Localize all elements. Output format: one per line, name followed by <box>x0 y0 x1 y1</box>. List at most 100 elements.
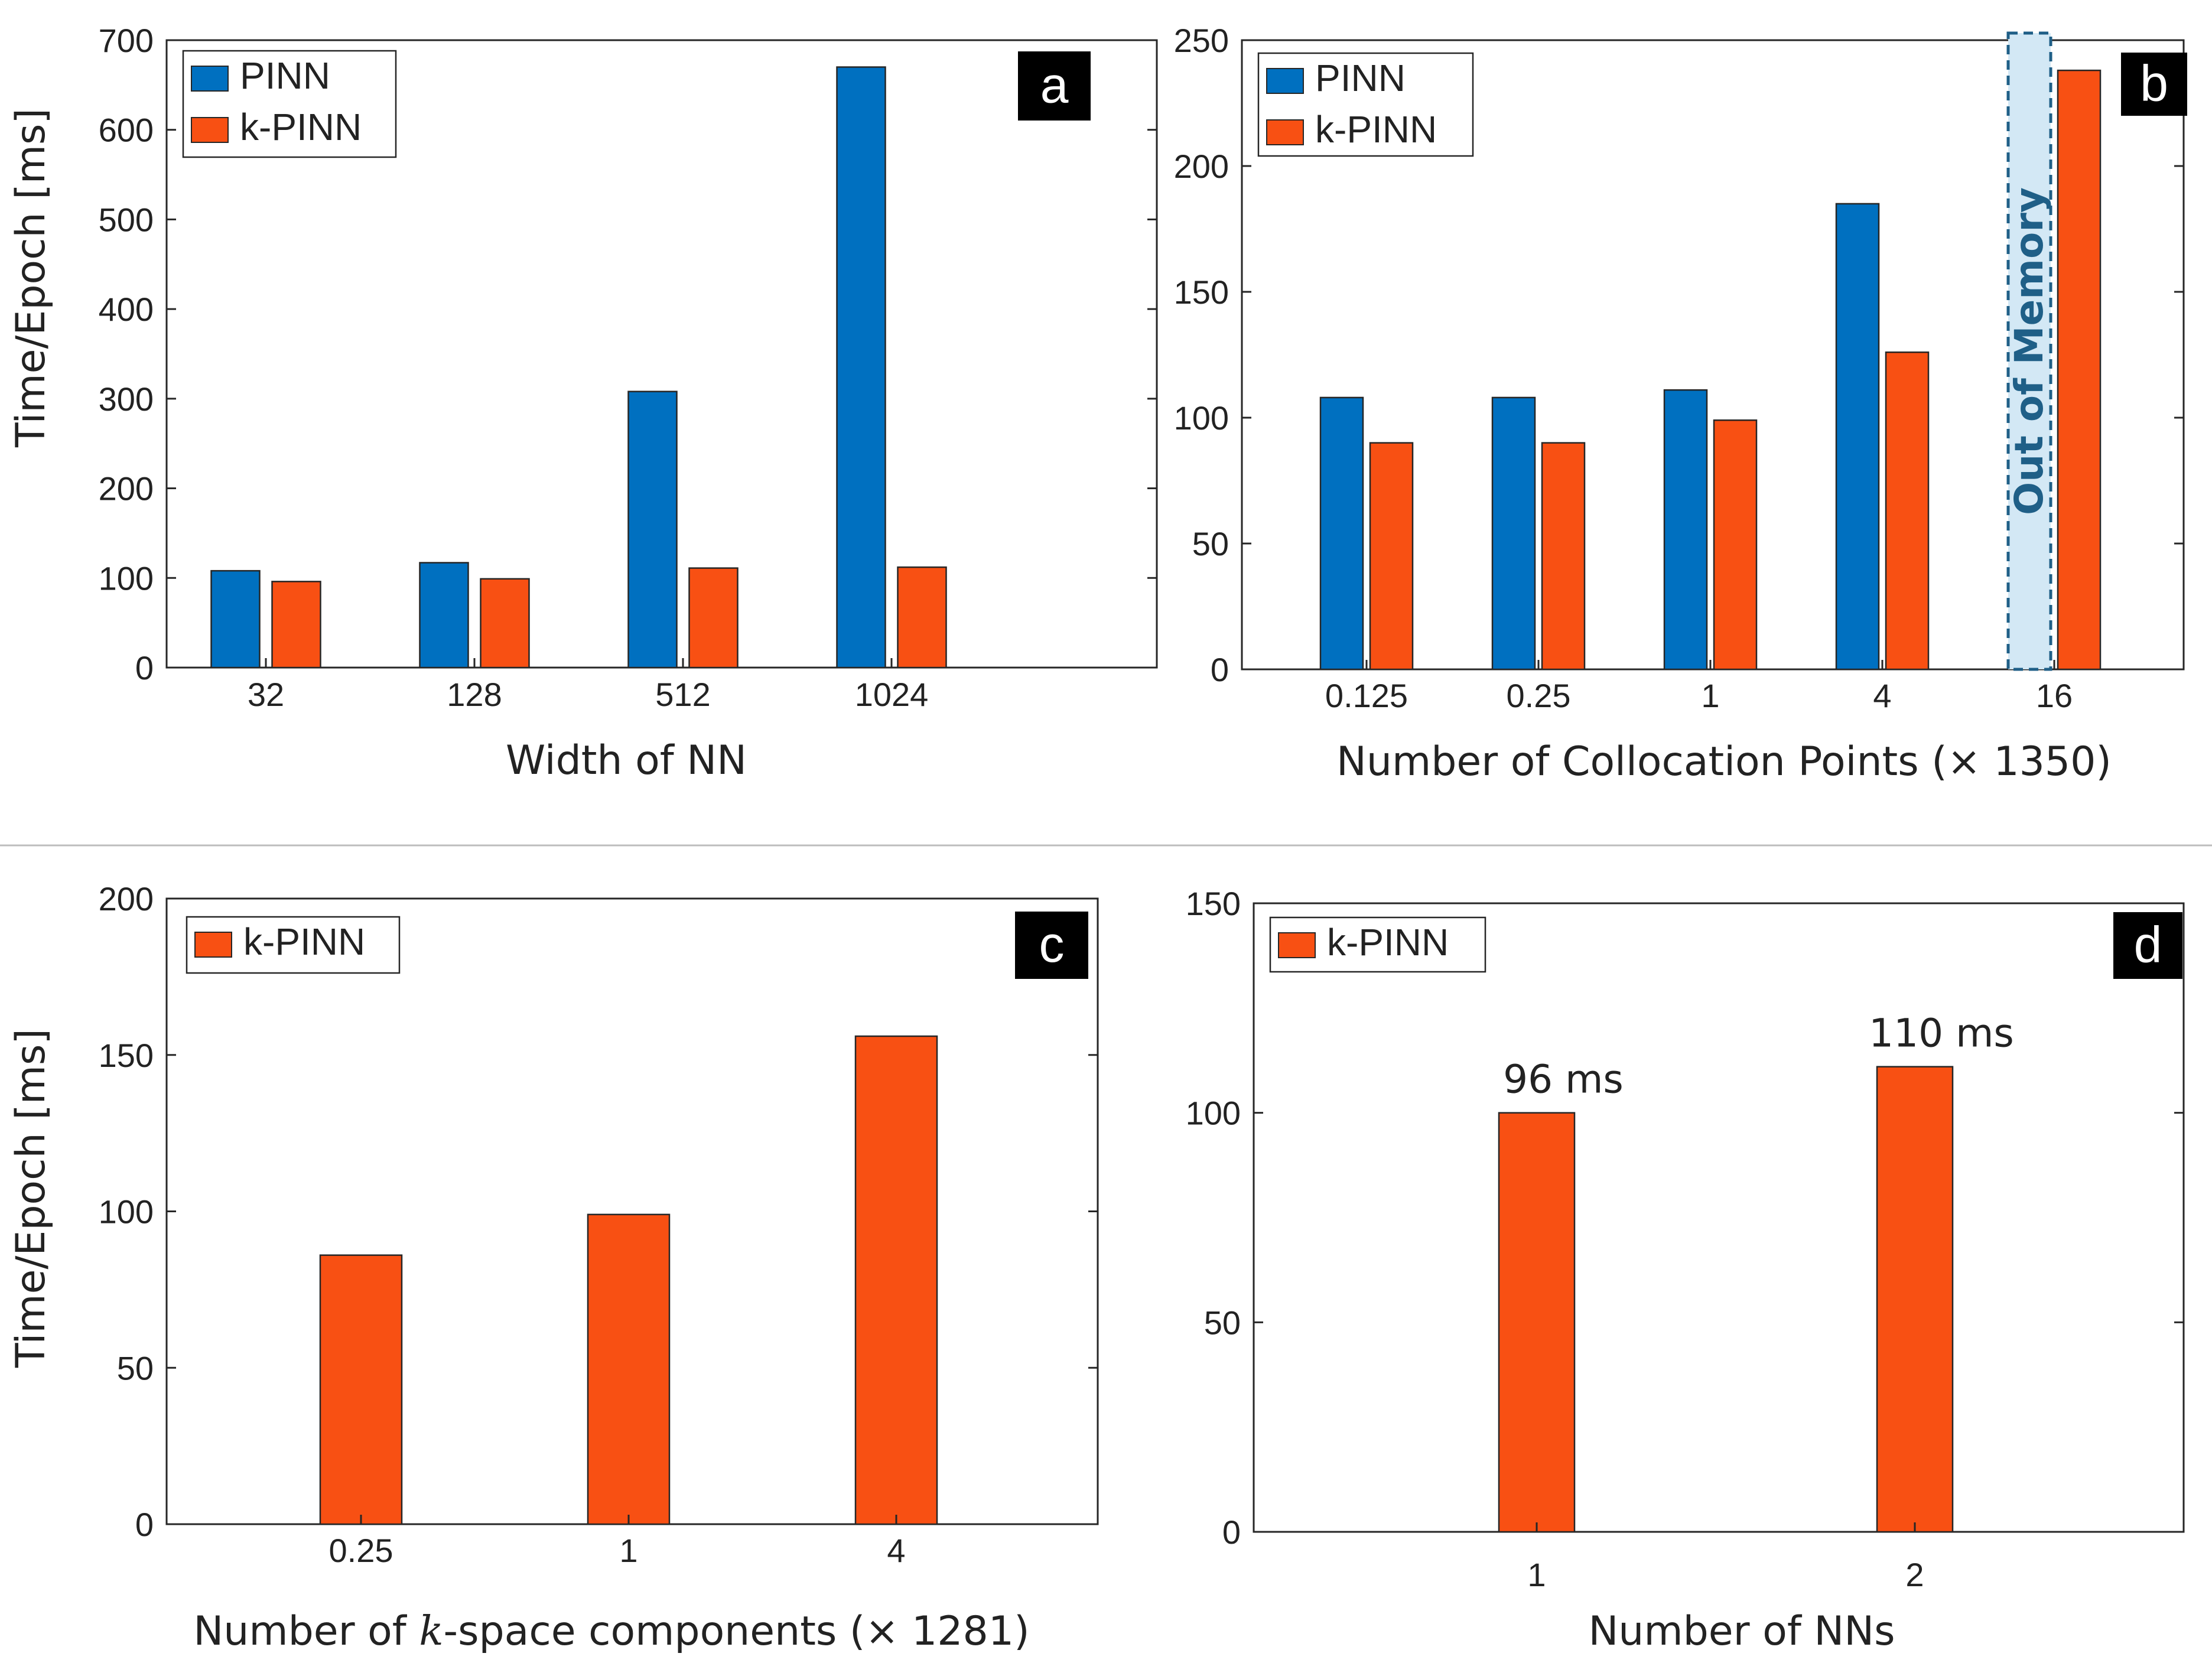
panel-badge-c <box>1015 912 1088 979</box>
data-label: 96 ms <box>1503 1057 1624 1102</box>
bar-pinn-32 <box>210 569 261 669</box>
x-axis-label: Number of k-space components (× 1281) <box>193 1608 1029 1655</box>
out-of-memory-label: Out of Memory <box>2006 187 2052 515</box>
bar-pinn-128 <box>419 562 469 669</box>
x-tick-label: 0.25 <box>1507 677 1571 714</box>
y-tick-label: 200 <box>99 880 154 917</box>
x-axis-label-part: k <box>419 1608 443 1655</box>
y-tick-label: 500 <box>99 201 154 238</box>
y-tick-label: 700 <box>99 22 154 59</box>
y-tick-label: 0 <box>1211 651 1229 688</box>
x-tick-label: 0.125 <box>1325 677 1408 714</box>
y-tick-label: 200 <box>99 470 154 507</box>
legend-swatch-k-pinn <box>1266 119 1304 145</box>
legend: PINN k-PINN <box>182 50 397 158</box>
x-tick-label: 128 <box>447 676 502 713</box>
x-tick-label: 2 <box>1905 1556 1924 1593</box>
legend: k-PINN <box>186 916 401 974</box>
bar-k-pinn-0.125 <box>1369 442 1414 671</box>
bar-k-pinn-4 <box>1885 351 1930 671</box>
panel-badge-label: c <box>1039 916 1065 973</box>
x-tick-label: 0.25 <box>329 1532 393 1569</box>
y-tick-label: 400 <box>99 291 154 328</box>
bar-k-pinn-32 <box>271 581 321 669</box>
x-axis-label: Number of NNs <box>1588 1608 1895 1655</box>
bar-k-pinn-16 <box>2057 69 2102 671</box>
bar-pinn-1 <box>1663 389 1708 671</box>
x-tick-label: 512 <box>655 676 710 713</box>
y-tick-label: 100 <box>99 559 154 597</box>
bar-k-pinn-1024 <box>897 566 947 669</box>
x-tick-label: 4 <box>887 1532 905 1569</box>
legend-label: k-PINN <box>243 920 365 963</box>
panel-badge-b <box>2121 53 2187 116</box>
legend-label: k-PINN <box>1327 921 1449 964</box>
y-axis-label: Time/Epoch [ms] <box>8 1029 54 1368</box>
chart-panel-b: 0 50 100 150 200 250 0.125 0.25 1 4 16 Out of Memor… <box>1174 22 2187 785</box>
x-tick-label: 1 <box>619 1532 637 1569</box>
y-tick-label: 200 <box>1174 148 1229 185</box>
x-tick-label: 16 <box>2036 677 2073 714</box>
y-tick-label: 300 <box>99 380 154 418</box>
chart-panel-c: 0 50 100 150 200 0.25 1 4 k-PINN c Time/Epoch [ms]… <box>8 880 1099 1655</box>
plot-area-d <box>1253 902 2185 1533</box>
y-tick-label: 0 <box>135 649 154 686</box>
panel-badge-label: a <box>1040 57 1069 114</box>
legend: k-PINN <box>1269 916 1486 973</box>
legend-label: PINN <box>1315 57 1406 99</box>
bar-pinn-4 <box>1835 203 1880 671</box>
legend-swatch-pinn <box>1266 68 1304 94</box>
panel-badge-label: d <box>2134 917 2162 974</box>
bar-k-pinn-1 <box>1713 419 1758 671</box>
y-axis-label: Time/Epoch [ms] <box>8 108 54 448</box>
bar-pinn-0.25 <box>1491 396 1536 671</box>
chart-panel-d: 0 50 100 150 1 2 96 ms 110 ms k-PINN d Number of N… <box>1186 885 2185 1655</box>
y-tick-label: 50 <box>1204 1304 1241 1341</box>
y-tick-label: 150 <box>99 1037 154 1074</box>
panel-badge-d <box>2113 912 2182 979</box>
legend-label: k-PINN <box>1315 108 1437 151</box>
y-tick-label: 150 <box>1186 885 1241 922</box>
panel-badge-a <box>1018 51 1091 121</box>
bar-pinn-0.125 <box>1319 396 1364 671</box>
x-tick-label: 1 <box>1701 677 1719 714</box>
legend-swatch-pinn <box>191 66 229 92</box>
y-tick-label: 100 <box>1186 1095 1241 1132</box>
y-tick-label: 0 <box>1222 1514 1241 1551</box>
chart-panel-a: 0 100 200 300 400 500 600 700 32 128 512 1024 PINN k-… <box>8 22 1158 784</box>
x-axis-label-part: Number of <box>193 1608 419 1655</box>
legend: PINN k-PINN <box>1257 52 1474 157</box>
legend-label: k-PINN <box>240 106 362 148</box>
bar-k-pinn-1 <box>1498 1112 1576 1533</box>
y-tick-label: 250 <box>1174 22 1229 59</box>
bar-k-pinn-0.25 <box>1541 442 1586 671</box>
legend-swatch-k-pinn <box>1278 932 1316 958</box>
bar-k-pinn-128 <box>480 578 530 669</box>
data-label: 110 ms <box>1869 1011 2014 1056</box>
y-tick-label: 0 <box>135 1506 154 1543</box>
bar-pinn-1024 <box>836 66 886 669</box>
bar-k-pinn-2 <box>1876 1066 1954 1533</box>
bar-k-pinn-0.25 <box>319 1254 403 1525</box>
x-tick-label: 1 <box>1527 1556 1546 1593</box>
legend-swatch-k-pinn <box>194 932 232 958</box>
y-tick-label: 50 <box>1192 525 1229 562</box>
y-tick-label: 50 <box>117 1349 154 1387</box>
bar-pinn-512 <box>627 390 678 669</box>
x-tick-label: 4 <box>1873 677 1891 714</box>
x-tick-label: 32 <box>248 676 284 713</box>
x-axis-label-part: -space components (× 1281) <box>444 1608 1030 1655</box>
out-of-memory-box <box>2006 31 2052 671</box>
legend-label: PINN <box>240 54 330 97</box>
bar-k-pinn-512 <box>688 567 739 669</box>
y-tick-label: 100 <box>1174 399 1229 437</box>
x-axis-label: Width of NN <box>506 737 747 784</box>
y-tick-label: 100 <box>99 1193 154 1231</box>
legend-swatch-k-pinn <box>191 117 229 143</box>
panel-badge-label: b <box>2140 56 2168 112</box>
bar-k-pinn-4 <box>854 1035 938 1525</box>
y-tick-label: 150 <box>1174 274 1229 311</box>
x-axis-label: Number of Collocation Points (× 1350) <box>1336 738 2112 785</box>
bar-k-pinn-1 <box>587 1213 671 1525</box>
